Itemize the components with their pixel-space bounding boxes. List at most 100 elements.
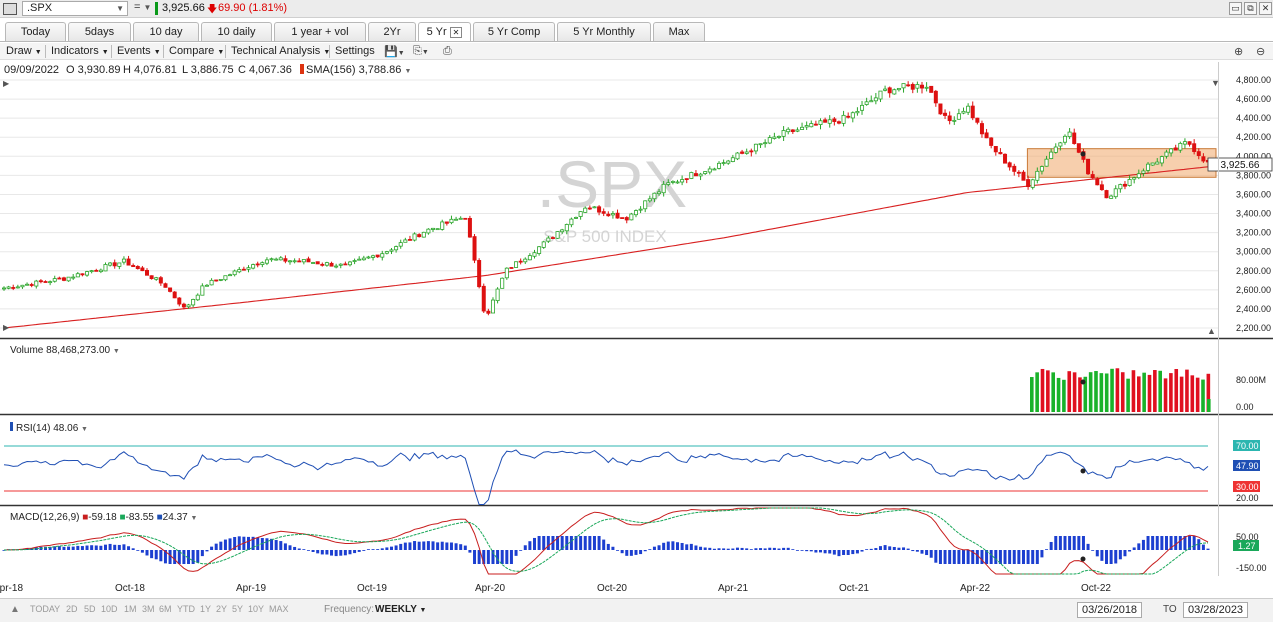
tab-today[interactable]: Today: [5, 22, 66, 42]
rsi-color-swatch: [10, 422, 13, 431]
chevron-down-icon[interactable]: ▼: [116, 4, 124, 13]
candle-body: [112, 262, 117, 267]
tab-1-year-vol[interactable]: 1 year + vol: [274, 22, 366, 42]
zoom-out-icon[interactable]: ⊖: [1256, 46, 1266, 58]
macd-hist-bar: [823, 550, 827, 554]
zoom-in-icon[interactable]: ⊕: [1234, 46, 1244, 58]
tab-10-daily[interactable]: 10 daily: [201, 22, 272, 42]
macd-hist-bar: [611, 546, 615, 550]
macd-hist-bar: [316, 550, 320, 554]
macd-hist-bar: [634, 550, 638, 555]
macd-hist-bar: [1155, 536, 1159, 550]
export-icon[interactable]: ⎘▼: [413, 45, 429, 57]
volume-bar: [1030, 377, 1034, 412]
tab-5yr[interactable]: 5 Yr ✕: [418, 22, 471, 42]
macd-label[interactable]: MACD(12,26,9) ■-59.18 ■-83.55 ■24.37 ▼: [10, 512, 197, 523]
macd-hist-bar: [731, 548, 735, 550]
tab-max[interactable]: Max: [653, 22, 705, 42]
legend-sma[interactable]: SMA(156) 3,788.86 ▼: [296, 64, 411, 76]
tab-5yr-comp[interactable]: 5 Yr Comp: [473, 22, 555, 42]
events-menu[interactable]: Events ▼: [117, 45, 161, 57]
range-10y[interactable]: 10Y: [248, 604, 265, 614]
macd-hist-bar: [270, 538, 274, 550]
tab-label: 5 Yr Monthly: [573, 26, 635, 38]
close-button[interactable]: ✕: [1259, 2, 1272, 15]
range-today[interactable]: TODAY: [30, 604, 61, 614]
macd-hist-bar: [1021, 550, 1025, 564]
tab-10-day[interactable]: 10 day: [133, 22, 199, 42]
compare-menu[interactable]: Compare ▼: [169, 45, 224, 57]
save-icon[interactable]: 💾▼: [384, 46, 405, 58]
candle-body: [1012, 165, 1017, 172]
close-tab-icon[interactable]: ✕: [449, 27, 463, 38]
watermark-name: S&P 500 INDEX: [543, 227, 666, 246]
restore-button[interactable]: ⧉: [1244, 2, 1257, 15]
candle-body: [1136, 173, 1141, 179]
range-3m[interactable]: 3M: [142, 604, 155, 614]
macd-hist-bar: [177, 550, 181, 564]
candle-body: [1044, 158, 1049, 167]
range-2y[interactable]: 2Y: [216, 604, 228, 614]
macd-tick: -150.00: [1236, 563, 1267, 573]
candle-body: [574, 216, 579, 219]
settings-button[interactable]: Settings: [335, 45, 375, 57]
candle-body: [592, 206, 597, 209]
macd-hist-bar: [837, 550, 841, 557]
range-2d[interactable]: 2D: [66, 604, 78, 614]
candle-body: [75, 273, 80, 278]
price-tick: 2,800.00: [1236, 266, 1271, 276]
candle-body: [537, 246, 542, 254]
time-tick: Oct-22: [1081, 583, 1111, 594]
range-5d[interactable]: 5D: [84, 604, 96, 614]
candle-body: [366, 256, 371, 259]
frequency-select[interactable]: WEEKLY ▼: [375, 604, 426, 615]
candle-body: [403, 239, 408, 243]
draw-menu[interactable]: Draw ▼: [6, 45, 42, 57]
pan-left-icon[interactable]: ▶: [3, 79, 10, 88]
candle-body: [597, 206, 602, 213]
indicators-menu[interactable]: Indicators ▼: [51, 45, 109, 57]
candle-body: [744, 151, 749, 154]
chart-area[interactable]: .SPX S&P 500 INDEX 4,800.004,600.004,400…: [0, 62, 1273, 598]
symbol-input[interactable]: .SPX ▼: [22, 1, 128, 16]
tab-5days[interactable]: 5days: [68, 22, 131, 42]
tab-2yr[interactable]: 2Yr: [368, 22, 416, 42]
range-6m[interactable]: 6M: [159, 604, 172, 614]
scroll-down-icon[interactable]: ▼: [1211, 78, 1220, 88]
macd-line: [3, 507, 1209, 575]
to-date-input[interactable]: 03/28/2023: [1183, 602, 1249, 618]
candle-body: [809, 123, 814, 128]
macd-hist-bar: [957, 550, 961, 564]
macd-hist-bar: [662, 542, 666, 550]
macd-hist-bar: [459, 544, 463, 550]
range-max[interactable]: MAX: [269, 604, 289, 614]
price-axis: 4,800.00 4,600.00 4,400.00 4,200.00 4,000.00…: [1236, 75, 1271, 333]
scroll-up-icon[interactable]: ▲: [1207, 326, 1216, 336]
macd-hist-bar: [283, 543, 287, 550]
macd-hist-bar: [233, 537, 237, 550]
candle-body: [315, 261, 320, 265]
tab-5yr-monthly[interactable]: 5 Yr Monthly: [557, 22, 651, 42]
range-1m[interactable]: 1M: [124, 604, 137, 614]
crosshair-dot: [1080, 379, 1086, 385]
macd-hist-bar: [251, 536, 255, 550]
technical-analysis-menu[interactable]: Technical Analysis ▼: [231, 45, 330, 57]
pan-left-bottom-icon[interactable]: ▶: [3, 323, 10, 332]
from-date-input[interactable]: 03/26/2018: [1077, 602, 1143, 618]
macd-hist-bar: [173, 550, 177, 564]
candle-body: [1021, 171, 1026, 181]
macd-hist-bar: [1012, 550, 1016, 564]
minimize-button[interactable]: ▭: [1229, 2, 1242, 15]
print-icon[interactable]: ⎙: [443, 45, 452, 57]
volume-label[interactable]: Volume 88,468,273.00 ▼: [10, 345, 120, 356]
range-5y[interactable]: 5Y: [232, 604, 244, 614]
scroll-up-icon[interactable]: ▲: [10, 604, 20, 615]
range-ytd[interactable]: YTD: [177, 604, 195, 614]
equals-menu-button[interactable]: = ▼: [134, 1, 151, 13]
candle-body: [2, 287, 7, 290]
range-1y[interactable]: 1Y: [200, 604, 212, 614]
range-10d[interactable]: 10D: [101, 604, 118, 614]
macd-hist-bar: [1031, 550, 1035, 564]
rsi-label[interactable]: RSI(14) 48.06 ▼: [16, 423, 88, 434]
candle-body: [260, 262, 265, 265]
